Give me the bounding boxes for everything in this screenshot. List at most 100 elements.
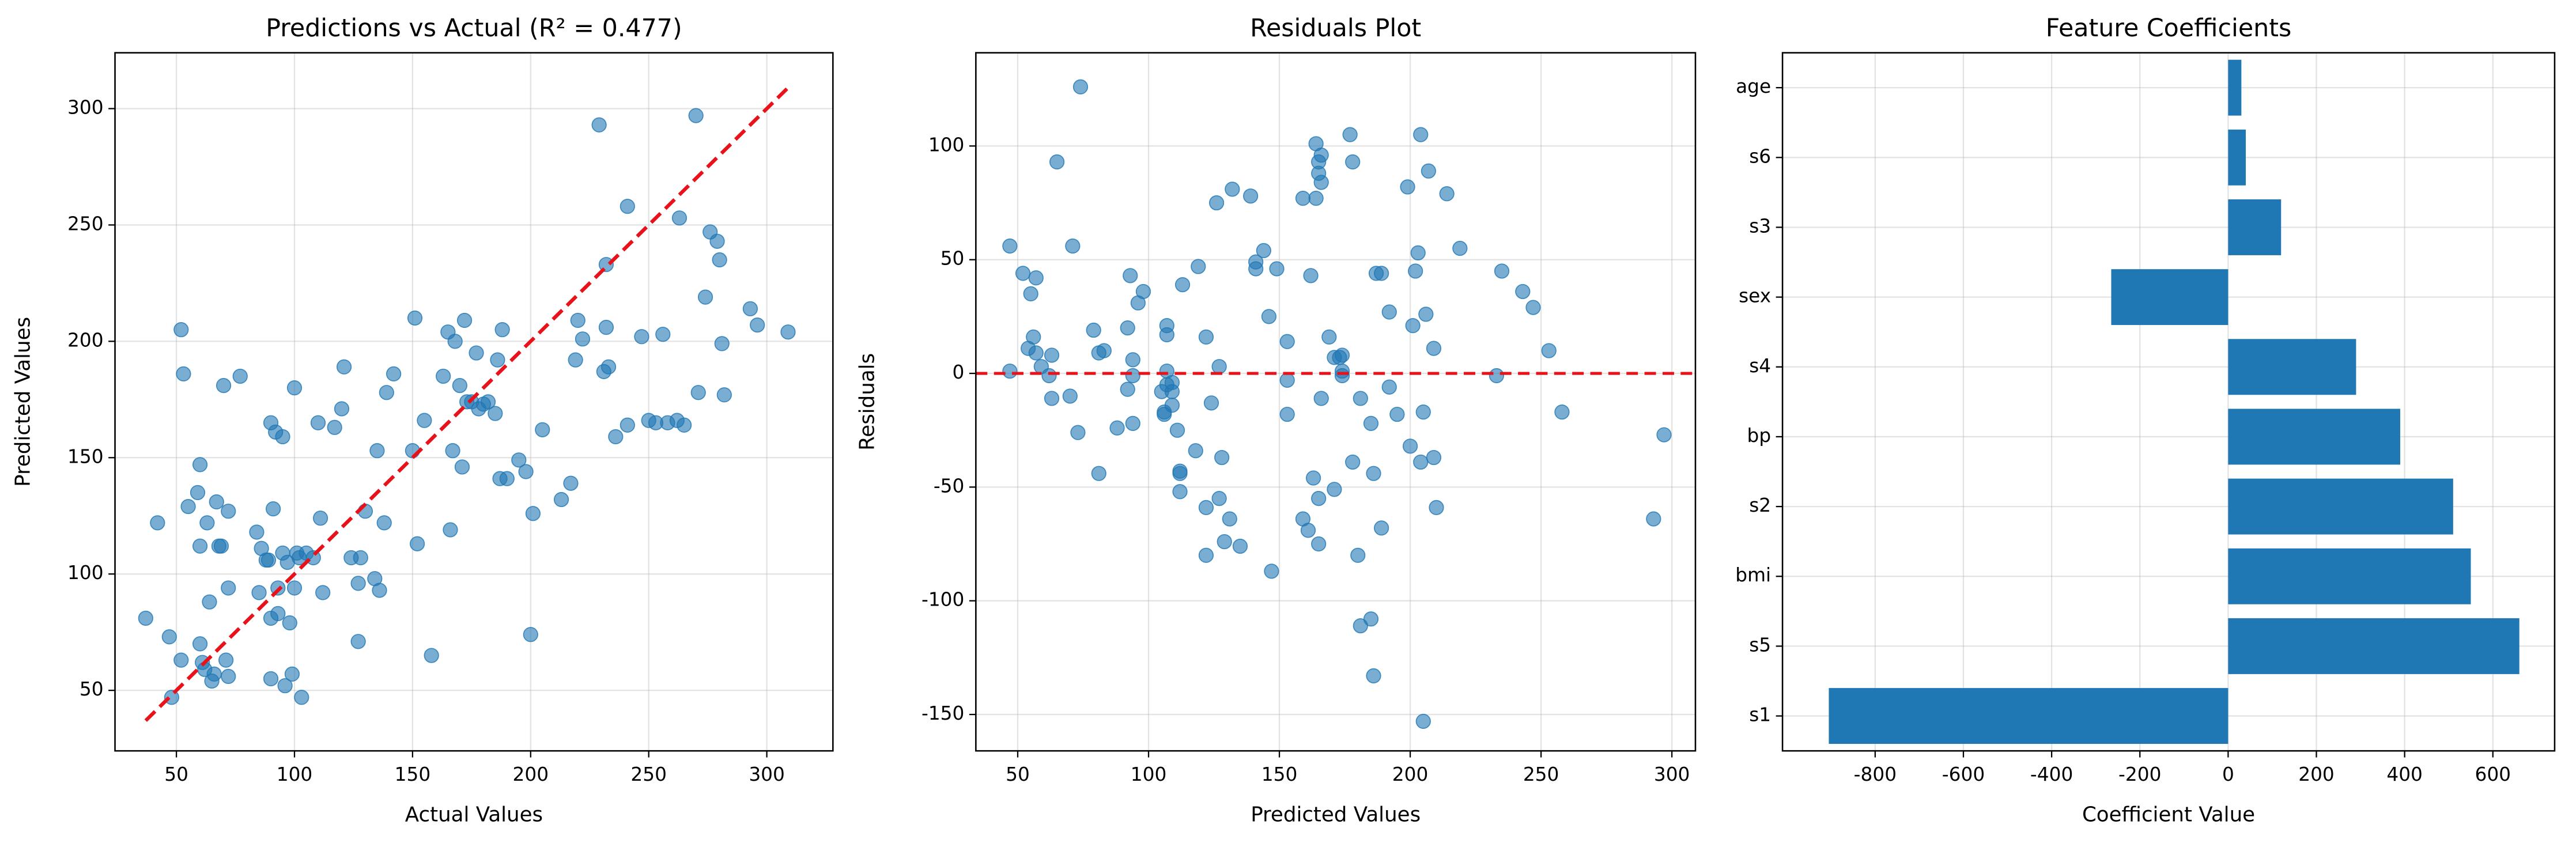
bar xyxy=(2228,478,2453,535)
scatter-point xyxy=(620,199,635,214)
scatter-point xyxy=(199,515,215,531)
scatter-point xyxy=(1408,263,1423,279)
scatter-point xyxy=(452,377,467,394)
scatter-point xyxy=(206,666,222,682)
scatter-point xyxy=(192,636,208,652)
scatter-point xyxy=(1413,454,1429,470)
scatter-point xyxy=(1026,329,1041,345)
scatter-point xyxy=(1400,179,1415,195)
scatter-point xyxy=(1028,270,1044,286)
bar xyxy=(2228,409,2400,465)
scatter-point xyxy=(447,334,463,349)
scatter-point xyxy=(600,359,617,375)
scatter-point xyxy=(1188,443,1203,459)
scatter-point xyxy=(1002,363,1018,379)
scatter-point xyxy=(535,422,550,437)
scatter-point xyxy=(251,585,267,600)
scatter-point xyxy=(336,359,352,375)
scatter-point xyxy=(488,406,503,421)
bar xyxy=(2111,269,2228,326)
scatter-point xyxy=(1159,363,1174,379)
scatter-point xyxy=(334,401,350,417)
y-tick-label: bp xyxy=(1747,425,1772,447)
scatter-point xyxy=(1295,511,1311,527)
scatter-point xyxy=(221,504,236,519)
scatter-point xyxy=(192,457,208,472)
scatter-point xyxy=(1070,425,1086,440)
scatter-point xyxy=(1308,136,1324,152)
scatter-point xyxy=(1191,259,1206,274)
scatter-point xyxy=(1311,536,1327,552)
scatter-point xyxy=(1366,668,1381,684)
scatter-point xyxy=(436,368,451,384)
y-tick-label: 50 xyxy=(80,678,104,700)
scatter-point xyxy=(1269,261,1285,277)
scatter-point xyxy=(1525,300,1541,315)
scatter-point xyxy=(690,385,706,400)
scatter-point xyxy=(1389,406,1405,422)
scatter-point xyxy=(424,648,439,663)
scatter-point xyxy=(1413,127,1429,142)
scatter-point xyxy=(1350,547,1366,563)
scatter-point xyxy=(620,417,635,433)
scatter-point xyxy=(1125,415,1140,431)
scatter-point xyxy=(1327,482,1342,497)
scatter-point xyxy=(282,615,297,631)
scatter-point xyxy=(173,652,189,668)
x-tick-label: 100 xyxy=(277,763,313,785)
scatter-point xyxy=(353,550,368,566)
scatter-point xyxy=(1374,520,1389,536)
scatter-point xyxy=(286,380,303,396)
scatter-point xyxy=(1222,511,1237,527)
scatter-point xyxy=(1515,283,1531,300)
scatter-point xyxy=(1410,245,1426,260)
scatter-point xyxy=(523,627,538,642)
scatter-point xyxy=(284,666,300,682)
scatter-point xyxy=(1072,79,1089,94)
scatter-point xyxy=(568,352,583,368)
scatter-point xyxy=(1439,186,1455,202)
plot-frame xyxy=(975,52,1697,752)
scatter-point xyxy=(277,678,293,694)
scatter-point xyxy=(294,690,309,705)
scatter-point xyxy=(490,352,505,368)
scatter-point xyxy=(417,413,432,428)
scatter-point xyxy=(780,324,796,340)
scatter-point xyxy=(1311,490,1327,506)
bar xyxy=(2228,129,2246,186)
scatter-point xyxy=(1214,449,1230,466)
x-tick-label: 150 xyxy=(395,763,431,785)
scatter-point xyxy=(1426,341,1442,356)
scatter-point xyxy=(1125,368,1140,384)
scatter-point xyxy=(709,233,725,249)
scatter-point xyxy=(1381,379,1397,395)
scatter-point xyxy=(1120,320,1135,336)
scatter-point xyxy=(173,322,189,338)
scatter-point xyxy=(1062,388,1078,404)
scatter-point xyxy=(379,385,394,400)
scatter-point xyxy=(1135,283,1151,300)
y-tick-label: s2 xyxy=(1749,494,1771,516)
scatter-point xyxy=(570,312,586,328)
scatter-point xyxy=(216,377,232,394)
scatter-point xyxy=(386,366,402,382)
scatter-point xyxy=(263,671,279,687)
scatter-point xyxy=(1015,266,1031,281)
scatter-point xyxy=(312,511,328,526)
scatter-point xyxy=(372,583,387,598)
y-tick-label: 50 xyxy=(940,248,965,270)
scatter-point xyxy=(499,471,515,486)
scatter-point xyxy=(1345,154,1361,170)
bar xyxy=(2228,339,2356,395)
scatter-point xyxy=(1159,318,1174,334)
x-tick-label: 200 xyxy=(1392,763,1429,785)
scatter-point xyxy=(369,443,385,459)
scatter-point xyxy=(1421,163,1436,179)
scatter-point xyxy=(1342,127,1358,142)
scatter-point xyxy=(1198,547,1214,563)
scatter-point xyxy=(1256,243,1271,259)
scatter-point xyxy=(1334,347,1350,363)
y-tick-label: s4 xyxy=(1749,355,1771,377)
scatter-point xyxy=(1225,181,1240,197)
